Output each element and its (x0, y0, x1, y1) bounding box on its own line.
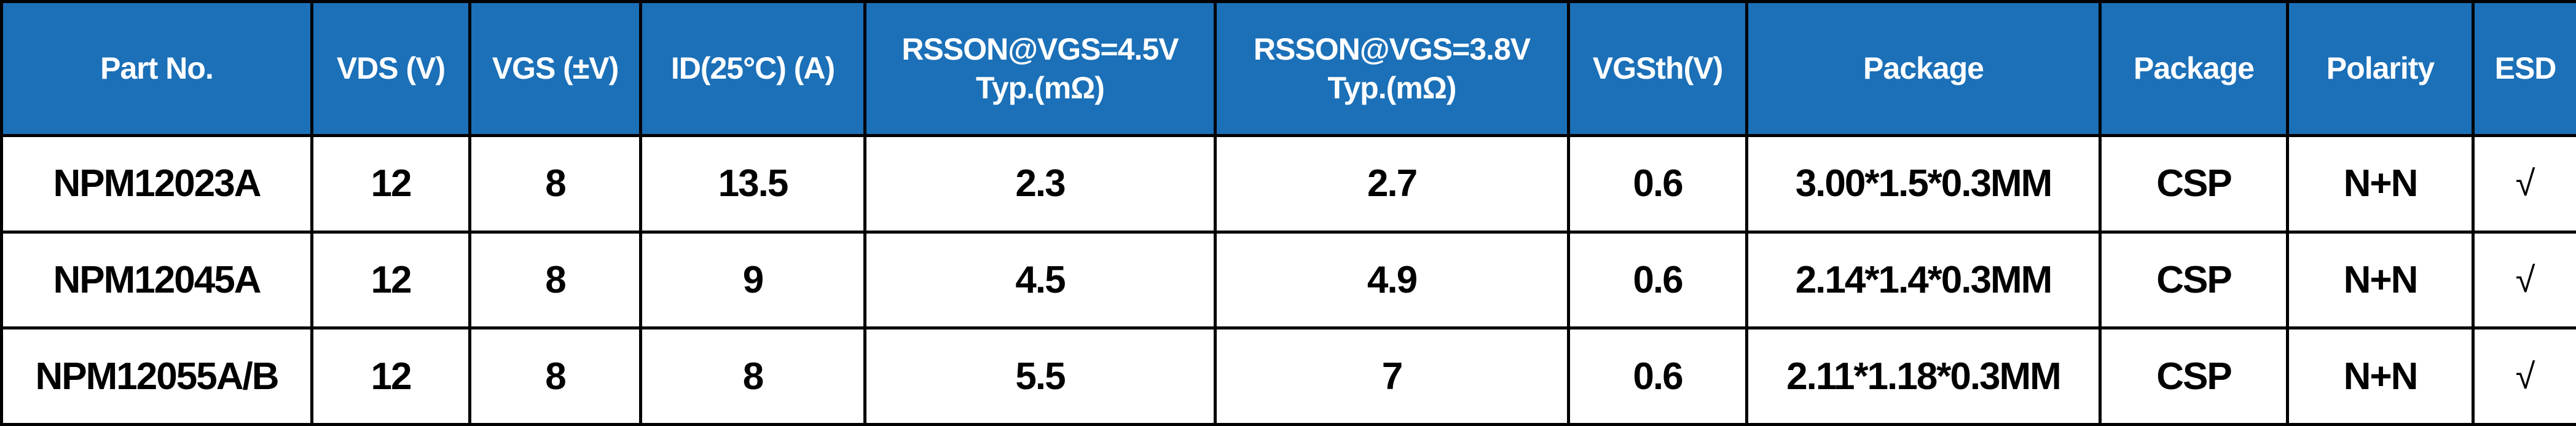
polarity-cell: N+N (2286, 230, 2475, 330)
vgs-cell: 8 (468, 326, 642, 426)
col-header-vds: VDS (V) (310, 0, 471, 137)
col-header-rsson-4v5: RSSON@VGS=4.5V Typ.(mΩ) (863, 0, 1217, 137)
id-cell: 9 (639, 230, 866, 330)
col-header-package-type: Package (2099, 0, 2289, 137)
col-header-vgsth: VGSth(V) (1567, 0, 1748, 137)
vgsth-cell: 0.6 (1567, 326, 1748, 426)
part-no-cell: NPM12023A (0, 134, 313, 234)
vds-cell: 12 (310, 230, 471, 330)
part-no-cell: NPM12055A/B (0, 326, 313, 426)
rsson-4v5-cell: 4.5 (863, 230, 1217, 330)
part-no-cell: NPM12045A (0, 230, 313, 330)
polarity-cell: N+N (2286, 134, 2475, 234)
package-size-cell: 3.00*1.5*0.3MM (1745, 134, 2102, 234)
rsson-3v8-cell: 7 (1214, 326, 1570, 426)
esd-checkmark-cell: √ (2472, 326, 2576, 426)
col-header-id-25c: ID(25°C) (A) (639, 0, 866, 137)
id-cell: 8 (639, 326, 866, 426)
col-header-part-no: Part No. (0, 0, 313, 137)
table-row: NPM12023A 12 8 13.5 2.3 2.7 0.6 3.00*1.5… (0, 134, 2576, 234)
col-header-polarity: Polarity (2286, 0, 2475, 137)
vds-cell: 12 (310, 134, 471, 234)
table-row: NPM12045A 12 8 9 4.5 4.9 0.6 2.14*1.4*0.… (0, 230, 2576, 330)
table-row: NPM12055A/B 12 8 8 5.5 7 0.6 2.11*1.18*0… (0, 326, 2576, 426)
vgs-cell: 8 (468, 230, 642, 330)
rsson-3v8-cell: 4.9 (1214, 230, 1570, 330)
package-type-cell: CSP (2099, 230, 2289, 330)
col-header-esd: ESD (2472, 0, 2576, 137)
vgsth-cell: 0.6 (1567, 134, 1748, 234)
package-type-cell: CSP (2099, 134, 2289, 234)
col-header-rsson-3v8: RSSON@VGS=3.8V Typ.(mΩ) (1214, 0, 1570, 137)
rsson-4v5-cell: 2.3 (863, 134, 1217, 234)
id-cell: 13.5 (639, 134, 866, 234)
rsson-4v5-cell: 5.5 (863, 326, 1217, 426)
package-size-cell: 2.11*1.18*0.3MM (1745, 326, 2102, 426)
rsson-3v8-cell: 2.7 (1214, 134, 1570, 234)
col-header-package-size: Package (1745, 0, 2102, 137)
package-type-cell: CSP (2099, 326, 2289, 426)
col-header-vgs: VGS (±V) (468, 0, 642, 137)
vgsth-cell: 0.6 (1567, 230, 1748, 330)
esd-checkmark-cell: √ (2472, 134, 2576, 234)
vgs-cell: 8 (468, 134, 642, 234)
polarity-cell: N+N (2286, 326, 2475, 426)
esd-checkmark-cell: √ (2472, 230, 2576, 330)
vds-cell: 12 (310, 326, 471, 426)
package-size-cell: 2.14*1.4*0.3MM (1745, 230, 2102, 330)
header-row: Part No. VDS (V) VGS (±V) ID(25°C) (A) R… (0, 0, 2576, 137)
